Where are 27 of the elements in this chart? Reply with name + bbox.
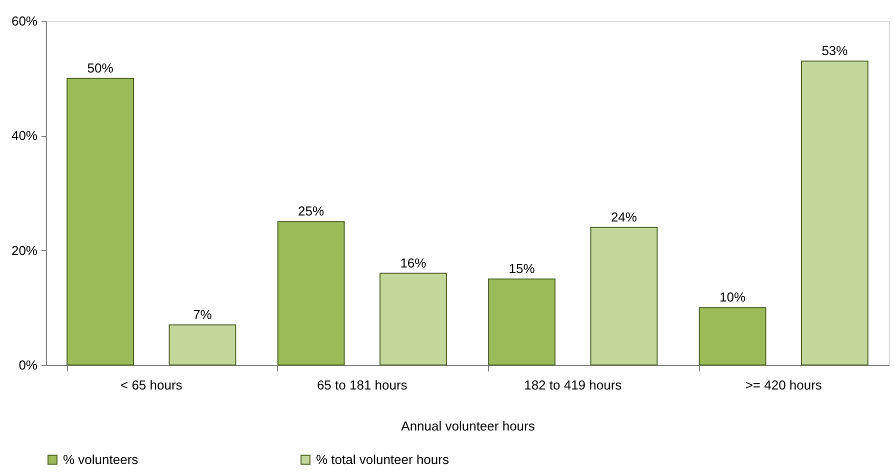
data-label: 24% — [610, 209, 638, 224]
data-label: 25% — [298, 204, 324, 219]
x-tick-label: < 65 hours — [120, 378, 183, 392]
data-label: 10% — [720, 290, 746, 305]
data-label: 50% — [87, 60, 114, 76]
x-tick-label: 65 to 181 hours — [316, 378, 408, 392]
data-label: 15% — [508, 261, 536, 276]
x-tick-label: 182 to 419 hours — [524, 378, 622, 392]
data-label: 53% — [822, 43, 848, 58]
bar — [277, 221, 345, 366]
y-tick-label: 20% — [11, 242, 38, 258]
bar — [801, 60, 868, 366]
bar — [66, 78, 134, 366]
bar — [168, 324, 236, 366]
bar — [698, 307, 766, 366]
bar — [380, 272, 447, 366]
data-label: 7% — [193, 306, 212, 322]
data-label: 16% — [400, 255, 427, 270]
legend-label: % volunteers — [63, 452, 139, 467]
x-tick-label: >= 420 hours — [745, 378, 822, 392]
legend-label: % total volunteer hours — [316, 452, 450, 467]
bar — [590, 226, 658, 366]
bar — [488, 278, 556, 366]
y-tick-label: 60% — [11, 14, 38, 28]
y-tick-label: 0% — [18, 358, 38, 372]
x-axis-title: Annual volunteer hours — [401, 418, 536, 434]
y-tick-label: 40% — [11, 128, 38, 144]
